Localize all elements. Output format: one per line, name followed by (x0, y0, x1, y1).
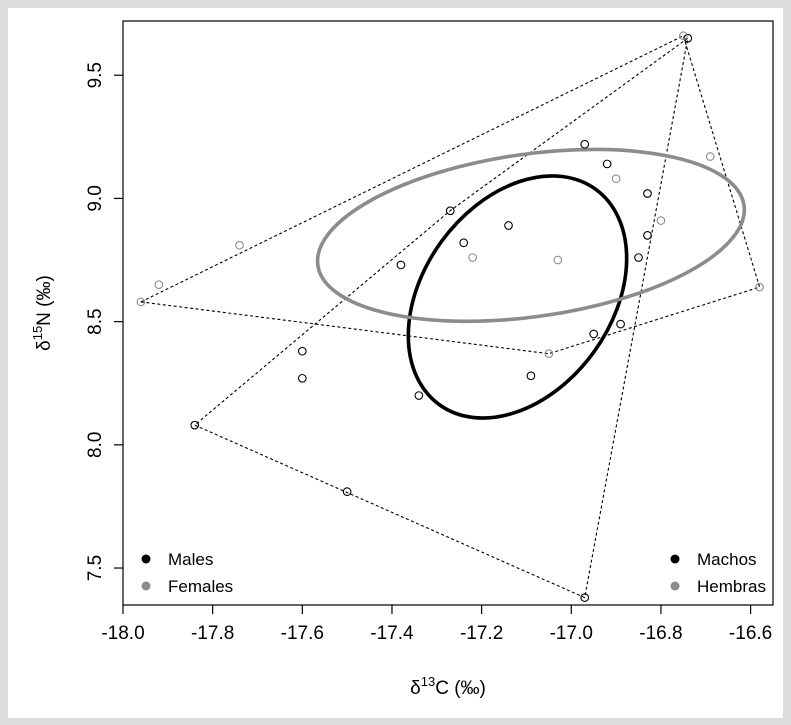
x-axis-title: δ13C (‰) (410, 674, 486, 699)
legend-males-marker (141, 554, 151, 564)
females-data-point (544, 349, 554, 359)
females-sea-ellipse (315, 147, 747, 324)
x-axis-title-delta: δ (410, 678, 421, 699)
males-data-point (526, 371, 536, 381)
males-data-point (580, 593, 590, 602)
males-data-point (616, 319, 625, 329)
y-tick-label: 7.5 (85, 555, 106, 581)
y-tick-label: 9.5 (85, 62, 106, 88)
legend-machos-marker (670, 554, 680, 564)
males-data-point (459, 238, 469, 248)
y-axis-title-sup: 15 (30, 326, 45, 340)
scatter-plot: -18.0 -17.8 -17.6 -17.4 -17.2 -17.0 -16.8 -16.6… (30, 20, 774, 699)
males-data-point (297, 346, 307, 356)
legend-hembras-label: Hembras (697, 577, 766, 596)
legend-females-label: Females (168, 577, 233, 596)
x-tick-label: -17.8 (191, 623, 234, 644)
plot-area-border (122, 20, 774, 606)
legend-females-marker (141, 581, 151, 591)
males-data-point (504, 221, 513, 230)
x-tick-label: -17.6 (281, 623, 324, 644)
males-sea-ellipse (406, 174, 629, 420)
females-data-point (154, 280, 164, 290)
males-data-point (643, 231, 652, 240)
males-data-point (342, 487, 352, 496)
males-data-point (634, 253, 643, 262)
legend-left: Males Females (141, 550, 233, 596)
chart-frame: -18.0 -17.8 -17.6 -17.4 -17.2 -17.0 -16.8 -16.6… (8, 8, 783, 718)
males-data-point (396, 260, 406, 270)
females-data-point (705, 152, 715, 161)
legend-machos-label: Machos (697, 550, 757, 569)
y-tick-label: 8.5 (85, 308, 106, 334)
y-axis-ticks: 7.5 8.0 8.5 9.0 9.5 (85, 62, 123, 581)
females-data-point (678, 31, 688, 41)
y-tick-label: 9.0 (85, 185, 106, 211)
females-data-point (136, 297, 146, 307)
y-tick-label: 8.0 (85, 432, 106, 458)
x-tick-label: -18.0 (101, 623, 144, 644)
x-tick-label: -17.0 (550, 623, 593, 644)
x-tick-label: -17.4 (370, 623, 414, 644)
y-axis-title: δ15N (‰) (30, 275, 55, 351)
males-data-point (602, 159, 612, 169)
convex-hulls (139, 35, 761, 599)
males-data-point (414, 391, 424, 400)
x-axis-title-rest: C (‰) (435, 678, 486, 699)
males-data-point (445, 206, 455, 216)
legend-hembras-marker (670, 581, 680, 591)
x-tick-label: -17.2 (460, 623, 503, 644)
males-data-point (643, 189, 652, 198)
males-data-point (297, 373, 307, 383)
females-data-point (755, 282, 764, 292)
females-data-point (553, 255, 563, 265)
y-axis-title-delta: δ (34, 340, 55, 351)
females-data-point (468, 253, 478, 262)
males-data-point (589, 329, 599, 339)
x-axis-ticks: -18.0 -17.8 -17.6 -17.4 -17.2 -17.0 -16.8 -16.6 (101, 605, 772, 644)
legend-right: Machos Hembras (670, 550, 766, 596)
females-data-point (611, 174, 621, 184)
males-data-point (190, 420, 200, 430)
females-data-point (235, 240, 244, 250)
x-tick-label: -16.8 (639, 623, 682, 644)
males-data-point (683, 33, 693, 43)
x-tick-label: -16.6 (729, 623, 772, 644)
data-points (136, 31, 764, 602)
males-data-point (580, 139, 590, 149)
females-data-point (656, 216, 666, 225)
x-axis-title-sup: 13 (421, 674, 435, 689)
y-axis-title-rest: N (‰) (34, 275, 55, 326)
sea-ellipses (315, 147, 747, 420)
females-convex-hull (139, 35, 761, 355)
legend-males-label: Males (168, 550, 213, 569)
